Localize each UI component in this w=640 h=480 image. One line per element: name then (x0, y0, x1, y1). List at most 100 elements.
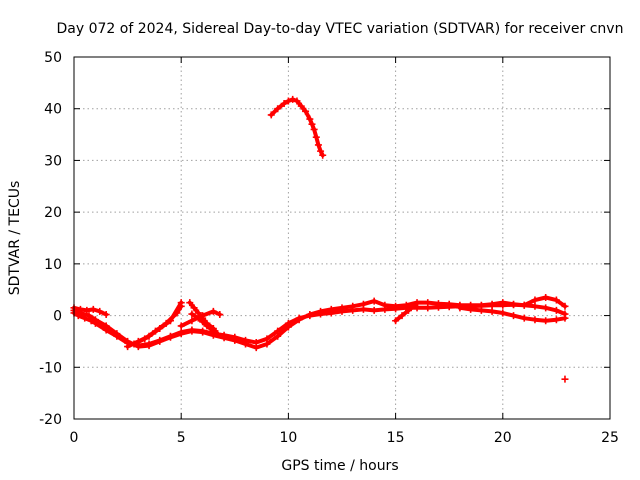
data-point (561, 375, 569, 383)
data-point (295, 316, 303, 324)
data-point (83, 306, 91, 314)
data-point (199, 328, 207, 336)
data-point (199, 318, 207, 326)
data-point (199, 312, 207, 320)
y-tick-label: 0 (53, 309, 62, 325)
data-point (177, 330, 185, 338)
series-outlier (561, 375, 569, 383)
data-point (220, 334, 228, 342)
data-point (306, 115, 314, 123)
x-tick-labels: 0 5 10 15 20 25 (70, 430, 619, 446)
data-point (188, 327, 196, 335)
data-point (130, 340, 138, 348)
data-point (166, 333, 174, 341)
data-point (203, 322, 211, 330)
plot-frame (73, 56, 611, 420)
data-point (520, 314, 528, 322)
data-point (398, 312, 406, 320)
data-point (209, 327, 217, 335)
x-tick-label: 10 (279, 430, 297, 446)
data-point (280, 100, 288, 108)
data-point (216, 311, 224, 319)
data-point (520, 301, 528, 309)
data-point (456, 304, 464, 312)
data-point (338, 304, 346, 312)
y-tick-label: 20 (44, 205, 62, 221)
data-point (488, 300, 496, 308)
data-points (70, 95, 569, 383)
data-point (499, 309, 507, 317)
data-point (561, 302, 569, 310)
y-axis-label: SDTVAR / TECUs (7, 181, 23, 296)
data-point (289, 95, 297, 103)
data-point (499, 299, 507, 307)
data-point (349, 302, 357, 310)
y-tick-label: 40 (44, 102, 62, 118)
data-point (177, 322, 185, 330)
data-point (102, 311, 110, 319)
data-point (162, 319, 170, 327)
data-point (561, 314, 569, 322)
series-track-j (456, 304, 569, 325)
data-point (510, 312, 518, 320)
data-point (263, 340, 271, 348)
data-point (424, 299, 432, 307)
data-point (392, 317, 400, 325)
data-point (531, 302, 539, 310)
data-point (113, 330, 121, 338)
data-point (124, 343, 132, 351)
data-point (293, 97, 301, 105)
grid (74, 57, 610, 419)
series-trace (125, 300, 184, 349)
data-point (531, 296, 539, 304)
data-point (310, 125, 318, 133)
series-track-g (177, 307, 224, 330)
axis-ticks (73, 56, 611, 420)
data-point (209, 307, 217, 315)
data-point (312, 133, 320, 141)
y-tick-label: -20 (39, 412, 62, 428)
x-tick-label: 20 (494, 430, 512, 446)
data-point (467, 305, 475, 313)
series-track-i (392, 301, 419, 325)
series-track-h (267, 95, 327, 159)
data-point (151, 327, 159, 335)
data-point (188, 317, 196, 325)
data-point (96, 307, 104, 315)
data-point (411, 301, 419, 309)
data-point (314, 141, 322, 149)
data-point (302, 107, 310, 115)
data-point (402, 301, 410, 309)
data-point (542, 293, 550, 301)
data-point (319, 151, 327, 159)
data-point (317, 147, 325, 155)
data-point (404, 306, 412, 314)
data-point (274, 105, 282, 113)
data-point (552, 316, 560, 324)
data-point (531, 316, 539, 324)
data-point (510, 300, 518, 308)
data-point (102, 322, 110, 330)
data-point (542, 304, 550, 312)
data-point (173, 309, 181, 317)
data-point (477, 306, 485, 314)
y-tick-label: 50 (44, 50, 62, 66)
y-tick-label: -10 (39, 360, 62, 376)
data-point (327, 305, 335, 313)
series-track-e (130, 302, 185, 348)
data-point (190, 304, 198, 312)
chart-title: Day 072 of 2024, Sidereal Day-to-day VTE… (57, 21, 624, 37)
x-tick-label: 5 (177, 430, 186, 446)
x-tick-label: 25 (601, 430, 619, 446)
data-point (284, 97, 292, 105)
data-point (186, 299, 194, 307)
data-point (177, 302, 185, 310)
data-point (552, 306, 560, 314)
y-tick-label: 30 (44, 153, 62, 169)
series-track-c (70, 304, 110, 319)
data-point (188, 310, 196, 318)
data-point (381, 301, 389, 309)
data-point (274, 332, 282, 340)
data-point (156, 337, 164, 345)
